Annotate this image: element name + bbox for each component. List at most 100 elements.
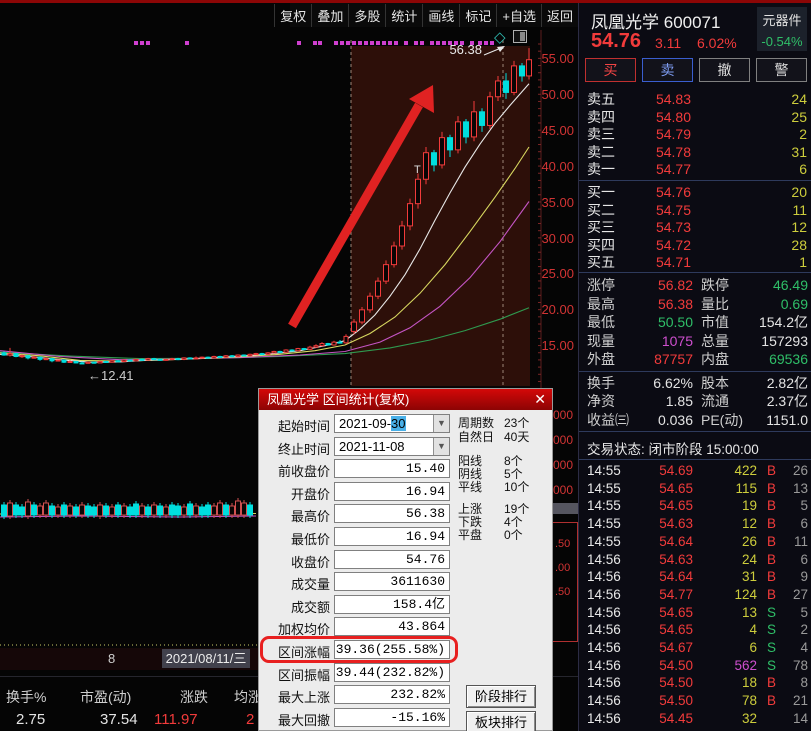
book-separator xyxy=(579,180,811,181)
dialog-field-date[interactable]: 2021-11-08 ▼ xyxy=(334,436,450,456)
candle-body xyxy=(325,343,331,346)
stats-label: 内盘 xyxy=(701,351,729,368)
stats-label: 换手 xyxy=(587,375,615,391)
tick-row[interactable]: 14:56 54.63 24 B 6 xyxy=(579,551,811,568)
tick-row[interactable]: 14:56 54.77 124 B 27 xyxy=(579,586,811,603)
toolbar-button-6[interactable]: +自选 xyxy=(496,3,541,27)
footer-value-2: 111.97 xyxy=(154,711,198,728)
toolbar-button-2[interactable]: 多股 xyxy=(348,3,385,27)
window-toggle-icon[interactable] xyxy=(513,30,527,43)
tick-row[interactable]: 14:56 54.50 562 S 78 xyxy=(579,657,811,674)
close-icon[interactable]: ✕ xyxy=(534,391,546,407)
dialog-side-stat: 平盘 0个 xyxy=(458,526,523,543)
candle-body xyxy=(407,203,413,227)
ask-row[interactable]: 卖二 54.78 31 xyxy=(579,143,811,161)
tick-row[interactable]: 14:56 54.50 78 B 21 xyxy=(579,692,811,709)
bid-row[interactable]: 买三 54.73 12 xyxy=(579,218,811,236)
toolbar-button-1[interactable]: 叠加 xyxy=(311,3,348,27)
dialog-rank-button-0[interactable]: 阶段排行 xyxy=(466,685,536,708)
alert-dot xyxy=(134,41,138,45)
tick-row[interactable]: 14:55 54.65 19 B 5 xyxy=(579,497,811,514)
ask-row[interactable]: 卖一 54.77 6 xyxy=(579,160,811,178)
dialog-field-value[interactable]: 15.40 xyxy=(334,459,450,479)
candle-body xyxy=(145,358,151,361)
tick-row[interactable]: 14:56 54.65 4 S 2 xyxy=(579,621,811,638)
peak-arrow xyxy=(483,47,502,56)
tick-row[interactable]: 14:55 54.69 422 B 26 xyxy=(579,462,811,479)
bid-row[interactable]: 买五 54.71 1 xyxy=(579,253,811,271)
book-price: 54.79 xyxy=(655,126,691,143)
lower-candle-body xyxy=(211,505,217,516)
quote-panel: 凤凰光学 600071 元器件 -0.54% 54.76 3.11 6.02% … xyxy=(578,3,811,731)
lower-candle-body xyxy=(133,503,139,516)
dialog-field-value[interactable]: 43.864 xyxy=(334,617,450,637)
trade-button-2[interactable]: 撤 xyxy=(699,58,750,82)
lower-candle-body xyxy=(43,502,49,516)
ask-row[interactable]: 卖五 54.83 24 xyxy=(579,90,811,108)
book-price: 54.83 xyxy=(655,91,691,107)
dialog-field-value[interactable]: 3611630 xyxy=(334,572,450,592)
date-selected-text: 30 xyxy=(391,416,406,431)
dialog-field-value[interactable]: 39.44(232.82%) xyxy=(334,662,450,682)
toolbar-button-7[interactable]: 返回 xyxy=(540,3,578,27)
tick-volume: 4 xyxy=(749,622,757,638)
toolbar-button-4[interactable]: 画线 xyxy=(422,3,459,27)
side-stat-label: 下跌 xyxy=(458,515,483,529)
dropdown-arrow-icon[interactable]: ▼ xyxy=(433,415,449,432)
dialog-field-value[interactable]: 56.38 xyxy=(334,504,450,524)
price-axis-label: 25.00 xyxy=(541,266,574,282)
book-price: 54.80 xyxy=(655,108,691,125)
toolbar-button-5[interactable]: 标记 xyxy=(459,3,496,27)
tick-row[interactable]: 14:56 54.64 31 B 9 xyxy=(579,568,811,585)
stats-value: 157293 xyxy=(761,332,808,349)
tick-side: S xyxy=(767,604,777,620)
toolbar-button-3[interactable]: 统计 xyxy=(385,3,422,27)
alert-dot xyxy=(140,41,144,45)
trade-button-3[interactable]: 警 xyxy=(756,58,807,82)
dialog-field-date[interactable]: 2021-09-30 ▼ xyxy=(334,414,450,433)
dialog-field-value[interactable]: 54.76 xyxy=(334,549,450,569)
dialog-field-value[interactable]: 39.36(255.58%) xyxy=(334,640,450,659)
alert-dot xyxy=(436,41,440,45)
tick-row[interactable]: 14:56 54.50 26 B 11 xyxy=(579,728,811,731)
dialog-field-value[interactable]: 16.94 xyxy=(334,527,450,546)
chart-toolbar: 复权 叠加 多股 统计 画线 标记 +自选 返回 xyxy=(274,3,578,27)
tick-row[interactable]: 14:55 54.63 12 B 6 xyxy=(579,515,811,532)
tick-row[interactable]: 14:56 54.67 6 S 4 xyxy=(579,639,811,656)
tick-row[interactable]: 14:56 54.50 18 B 8 xyxy=(579,674,811,691)
alert-dot xyxy=(404,41,408,45)
kline-chart[interactable] xyxy=(0,0,578,680)
dialog-title[interactable]: 凤凰光学 区间统计(复权) xyxy=(259,389,552,410)
stock-title: 凤凰光学 600071 xyxy=(591,8,720,33)
trade-button-1[interactable]: 卖 xyxy=(642,58,693,82)
candle-body xyxy=(526,59,532,77)
dialog-field-value[interactable]: 158.4亿 xyxy=(334,594,450,614)
sector-box[interactable]: 元器件 -0.54% xyxy=(757,7,807,51)
toolbar-button-0[interactable]: 复权 xyxy=(274,3,311,27)
ask-row[interactable]: 卖四 54.80 25 xyxy=(579,108,811,126)
dialog-rank-button-1[interactable]: 板块排行 xyxy=(466,711,536,731)
pane-scroll-handle[interactable] xyxy=(552,503,578,514)
bid-row[interactable]: 买二 54.75 11 xyxy=(579,201,811,219)
candle-body xyxy=(307,346,313,350)
dropdown-arrow-icon[interactable]: ▼ xyxy=(433,437,449,455)
x-axis-date-label[interactable]: 2021/08/11/三 xyxy=(162,649,250,668)
dialog-field-value[interactable]: -15.16% xyxy=(334,707,450,727)
tick-row[interactable]: 14:56 54.65 13 S 5 xyxy=(579,604,811,621)
tick-row[interactable]: 14:55 54.65 115 B 13 xyxy=(579,480,811,497)
bid-row[interactable]: 买四 54.72 28 xyxy=(579,236,811,254)
tick-count: 6 xyxy=(800,516,808,532)
lower-candle-body xyxy=(31,504,37,516)
tick-row[interactable]: 14:55 54.64 26 B 11 xyxy=(579,533,811,550)
tick-row[interactable]: 14:56 54.45 32 14 xyxy=(579,710,811,727)
alert-dot xyxy=(352,41,356,45)
bid-row[interactable]: 买一 54.76 20 xyxy=(579,183,811,201)
trade-button-0[interactable]: 买 xyxy=(585,58,636,82)
tick-side: B xyxy=(767,463,777,478)
dialog-field-value[interactable]: 16.94 xyxy=(334,481,450,501)
book-price: 54.73 xyxy=(655,219,691,236)
lower-candle-body xyxy=(157,505,163,516)
candle-body xyxy=(19,355,25,358)
dialog-field-value[interactable]: 232.82% xyxy=(334,685,450,705)
ask-row[interactable]: 卖三 54.79 2 xyxy=(579,125,811,143)
